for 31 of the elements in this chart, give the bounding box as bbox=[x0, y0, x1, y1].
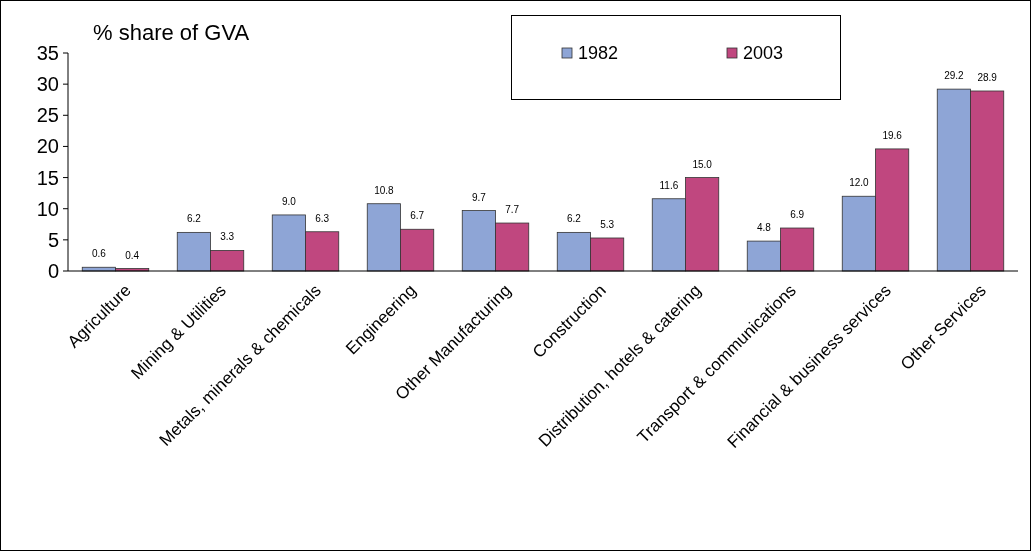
y-tick-label: 5 bbox=[47, 228, 59, 251]
y-axis-title: % share of GVA bbox=[93, 20, 250, 45]
data-label: 5.3 bbox=[600, 218, 615, 230]
legend-label: 1982 bbox=[578, 43, 619, 64]
data-label: 4.8 bbox=[756, 222, 772, 234]
data-label: 3.3 bbox=[220, 231, 235, 243]
data-label: 19.6 bbox=[882, 129, 903, 141]
data-label: 9.0 bbox=[281, 195, 297, 207]
data-label: 11.6 bbox=[659, 179, 679, 191]
data-label: 6.7 bbox=[410, 210, 425, 222]
y-tick-label: 25 bbox=[36, 104, 59, 127]
data-label: 6.3 bbox=[315, 212, 330, 224]
y-tick-label: 35 bbox=[36, 42, 59, 64]
data-label: 0.4 bbox=[125, 249, 140, 261]
y-tick-label: 20 bbox=[36, 135, 59, 158]
data-label: 6.2 bbox=[566, 213, 582, 225]
data-label: 28.9 bbox=[977, 71, 998, 83]
y-tick-label: 15 bbox=[36, 166, 59, 189]
y-tick-label: 30 bbox=[36, 73, 59, 96]
data-label: 12.0 bbox=[849, 177, 870, 189]
y-tick-label: 10 bbox=[36, 197, 59, 220]
data-label: 9.7 bbox=[471, 191, 487, 203]
data-label: 0.6 bbox=[91, 248, 107, 260]
data-label: 6.9 bbox=[790, 209, 805, 221]
data-label: 6.2 bbox=[186, 213, 202, 225]
data-label: 15.0 bbox=[692, 158, 713, 170]
data-label: 10.8 bbox=[374, 184, 395, 196]
data-label: 7.7 bbox=[505, 204, 520, 216]
y-tick-label: 0 bbox=[47, 260, 59, 282]
data-label: 29.2 bbox=[944, 70, 965, 82]
legend-label: 2003 bbox=[743, 43, 784, 64]
